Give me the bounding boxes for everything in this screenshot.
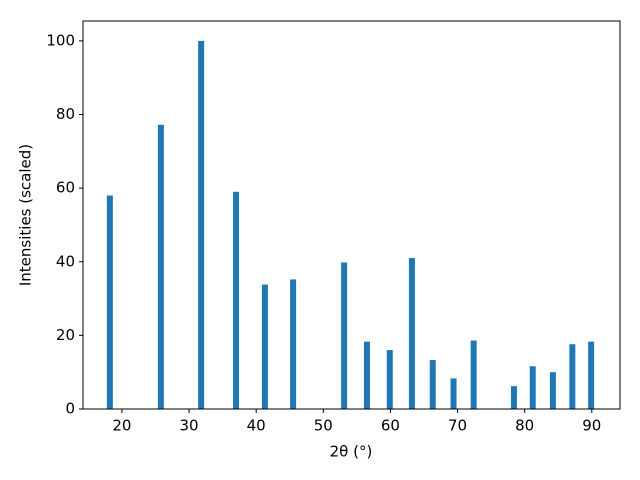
x-tick-label: 30 [180, 417, 199, 435]
bar [470, 340, 477, 409]
bar [261, 284, 268, 409]
bar [588, 341, 595, 409]
y-tick-label: 100 [46, 31, 75, 49]
x-tick-label: 20 [112, 417, 131, 435]
y-tick-label: 80 [56, 105, 75, 123]
bar [408, 258, 415, 409]
bar [510, 386, 517, 409]
bar [363, 341, 370, 409]
y-tick-label: 20 [56, 326, 75, 344]
y-tick-label: 0 [65, 400, 75, 418]
x-tick-label: 40 [247, 417, 266, 435]
bar [450, 378, 457, 409]
y-tick-label: 60 [56, 179, 75, 197]
x-tick-label: 50 [314, 417, 333, 435]
bar [429, 360, 436, 409]
bar [198, 40, 205, 409]
bar [529, 366, 536, 409]
x-tick-label: 80 [515, 417, 534, 435]
bar [290, 279, 297, 409]
bar [549, 372, 556, 409]
x-tick-label: 70 [448, 417, 467, 435]
x-tick-label: 60 [381, 417, 400, 435]
bar [386, 350, 393, 409]
x-tick-label: 90 [582, 417, 601, 435]
bar [157, 124, 164, 410]
bar [569, 344, 576, 409]
y-axis-label: Intensities (scaled) [17, 144, 35, 286]
plot-frame [82, 20, 621, 410]
bar [106, 195, 113, 409]
y-tick-label: 40 [56, 252, 75, 270]
bar [341, 262, 348, 409]
x-axis-label: 2θ (°) [330, 443, 373, 461]
bar [233, 191, 240, 409]
